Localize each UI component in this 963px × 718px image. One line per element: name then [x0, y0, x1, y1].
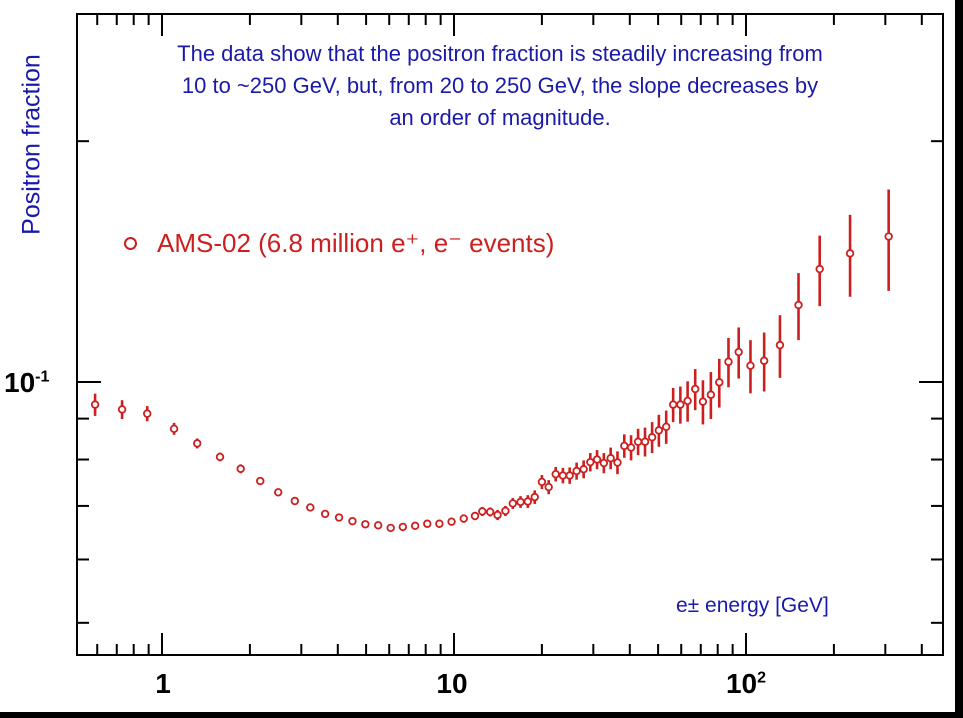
data-point	[485, 507, 495, 517]
data-point	[724, 357, 733, 366]
data-point	[620, 441, 629, 451]
annotation-line: The data show that the positron fraction…	[177, 41, 823, 66]
data-point	[551, 469, 560, 479]
data-point	[501, 506, 510, 516]
data-point	[606, 454, 615, 463]
data-point	[599, 458, 609, 468]
data-point	[493, 510, 502, 520]
data-point	[530, 492, 539, 502]
annotation-line: 10 to ~250 GeV, but, from 20 to 250 GeV,…	[181, 73, 819, 98]
data-point	[775, 340, 785, 350]
data-point	[423, 519, 432, 528]
data-point	[633, 437, 643, 446]
data-point	[348, 516, 357, 526]
data-point	[478, 507, 487, 516]
data-point	[273, 488, 283, 497]
data-point	[193, 439, 202, 448]
x-tick-label-10: 10	[436, 668, 468, 699]
data-point	[215, 452, 225, 462]
data-point	[361, 520, 370, 529]
data-point	[373, 521, 383, 530]
data-point	[558, 471, 568, 480]
data-point	[794, 300, 803, 310]
chart-annotation: The data show that the positron fraction…	[60, 38, 940, 134]
data-point	[334, 513, 344, 522]
data-point	[613, 458, 622, 467]
data-point	[746, 361, 755, 370]
data-point	[698, 397, 708, 406]
legend-label: AMS-02 (6.8 million e⁺, e⁻ events)	[157, 228, 555, 258]
data-point	[683, 396, 692, 406]
data-point	[169, 424, 179, 433]
data-point	[640, 437, 650, 446]
data-point	[410, 521, 420, 531]
data-point	[398, 522, 408, 532]
data-point	[759, 356, 769, 365]
data-point	[508, 499, 518, 508]
data-point	[572, 466, 581, 476]
data-point	[386, 523, 395, 533]
data-point	[256, 476, 265, 486]
legend-marker	[124, 237, 137, 250]
data-point	[117, 405, 127, 414]
data-point	[470, 511, 480, 521]
data-point	[544, 482, 553, 492]
data-point	[815, 264, 824, 274]
data-point	[706, 390, 716, 399]
x-tick-label-1: 1	[155, 668, 171, 699]
data-point	[523, 497, 533, 506]
data-point	[143, 409, 152, 418]
data-point	[586, 457, 595, 467]
data-point	[320, 509, 330, 519]
y-tick-label-0.1: 10-1	[4, 367, 50, 398]
data-point	[668, 400, 678, 409]
data-point	[90, 400, 100, 409]
data-point	[884, 232, 893, 241]
data-point	[715, 378, 724, 387]
data-point	[537, 477, 547, 487]
data-point	[691, 384, 700, 394]
data-point	[565, 471, 574, 480]
data-point	[662, 422, 671, 432]
data-point	[579, 465, 588, 474]
x-tick-label-100: 102	[725, 668, 767, 699]
data-point	[306, 503, 315, 512]
data-point	[435, 519, 444, 528]
legend: AMS-02 (6.8 million e⁺, e⁻ events)	[124, 228, 554, 259]
data-point	[447, 517, 456, 526]
data-point	[592, 455, 602, 464]
data-point	[845, 249, 855, 258]
data-point	[236, 464, 245, 473]
y-axis-label: Positron fraction	[17, 54, 46, 235]
data-point	[654, 426, 664, 435]
data-point	[647, 433, 657, 442]
data-point	[459, 514, 468, 523]
plot-frame	[76, 13, 944, 656]
data-point	[290, 496, 300, 506]
data-point	[676, 400, 685, 409]
x-axis-label: e± energy [GeV]	[676, 594, 829, 617]
data-point	[626, 443, 636, 452]
annotation-line: an order of magnitude.	[389, 105, 611, 130]
data-point	[516, 497, 525, 507]
data-point	[734, 347, 743, 357]
